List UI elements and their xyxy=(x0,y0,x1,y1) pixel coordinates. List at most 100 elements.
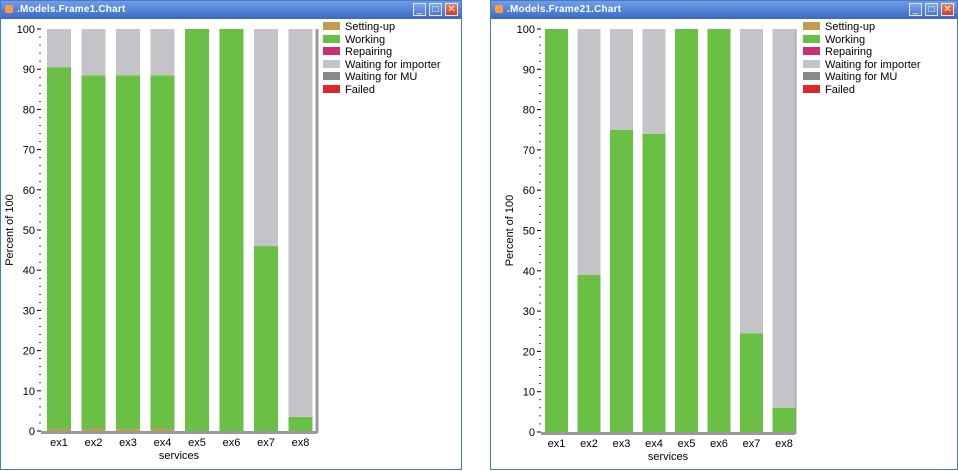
legend-label: Waiting for importer xyxy=(825,58,921,71)
legend-item: Working xyxy=(803,34,921,47)
legend-swatch xyxy=(323,84,340,93)
legend-label: Waiting for MU xyxy=(825,71,898,83)
legend-label: Waiting for importer xyxy=(345,58,441,71)
x-tick-label: ex3 xyxy=(119,437,137,449)
bar-segment-waiting-for-importer-ex8 xyxy=(288,29,313,417)
stacked-bar-chart: ex1 ex2 ex3 ex4 ex5 ex6 ex7 ex8 0 10 20 30 40 50 60 70 8… xyxy=(4,24,319,462)
maximize-icon[interactable]: □ xyxy=(925,3,938,16)
legend-swatch xyxy=(323,59,340,68)
bar-segment-waiting-for-importer-ex1 xyxy=(47,29,71,68)
bar-segment-setting-up-ex2 xyxy=(81,428,106,431)
bar-segment-working-ex5 xyxy=(675,29,698,432)
y-tick-label: 100 xyxy=(517,24,535,36)
title-bar[interactable]: .Models.Frame1.Chart _ □ ✕ xyxy=(1,1,461,19)
bar-segment-working-ex1 xyxy=(47,67,71,429)
y-tick-label: 100 xyxy=(17,24,35,36)
bar-segment-setting-up-ex3 xyxy=(116,428,140,431)
legend-label: Setting-up xyxy=(345,21,396,33)
y-tick-label: 50 xyxy=(523,226,535,238)
stacked-bar-chart: ex1 ex2 ex3 ex4 ex5 ex6 ex7 ex8 0 10 20 30 40 50 60 70 8… xyxy=(504,24,797,463)
legend-label: Working xyxy=(345,33,386,46)
x-tick-label: ex8 xyxy=(775,438,793,450)
y-axis-label: Percent of 100 xyxy=(4,194,16,266)
x-tick-label: ex5 xyxy=(188,437,206,449)
bar-segment-working-ex7 xyxy=(254,246,278,431)
x-tick-label: ex1 xyxy=(548,438,566,450)
x-axis-label: services xyxy=(648,451,689,463)
y-tick-label: 80 xyxy=(523,105,535,117)
legend-label: Repairing xyxy=(825,46,873,58)
y-tick-label: 40 xyxy=(23,265,35,277)
bar-segment-working-ex6 xyxy=(219,29,244,431)
bar-segment-setting-up-ex4 xyxy=(150,428,175,431)
bar-segment-setting-up-ex1 xyxy=(47,428,71,431)
close-icon[interactable]: ✕ xyxy=(445,3,458,16)
bar-segment-waiting-for-importer-ex3 xyxy=(610,29,633,130)
legend-swatch xyxy=(323,47,340,56)
y-axis-label: Percent of 100 xyxy=(504,195,516,267)
legend-label: Working xyxy=(825,33,866,46)
y-tick-label: 80 xyxy=(23,104,35,116)
bar-segment-working-ex7 xyxy=(740,333,763,432)
legend-swatch xyxy=(323,34,340,43)
legend-swatch xyxy=(803,72,820,81)
y-tick-label: 30 xyxy=(523,306,535,318)
bar-segment-working-ex4 xyxy=(150,75,175,429)
y-tick-label: 20 xyxy=(23,346,35,358)
legend-item: Setting-up xyxy=(323,21,441,34)
bar-segment-working-ex5 xyxy=(185,29,209,431)
legend-swatch xyxy=(803,22,820,31)
y-tick-label: 0 xyxy=(529,427,535,439)
x-tick-label: ex7 xyxy=(257,437,275,449)
bar-segment-working-ex2 xyxy=(577,274,601,432)
legend-swatch xyxy=(803,47,820,56)
y-tick-label: 90 xyxy=(23,64,35,76)
bar-segment-waiting-for-importer-ex7 xyxy=(254,29,278,247)
minimize-icon[interactable]: _ xyxy=(909,3,922,16)
bar-segment-waiting-for-importer-ex4 xyxy=(150,29,175,76)
y-tick-label: 30 xyxy=(23,305,35,317)
close-icon[interactable]: ✕ xyxy=(941,3,954,16)
chart-window-2: .Models.Frame21.Chart _ □ ✕ ex1 ex2 ex3 ex4… xyxy=(490,0,958,470)
minimize-icon[interactable]: _ xyxy=(413,3,426,16)
x-axis-label: services xyxy=(159,450,200,462)
legend-item: Waiting for MU xyxy=(803,71,921,84)
y-tick-label: 40 xyxy=(523,266,535,278)
legend-label: Setting-up xyxy=(825,21,876,33)
y-tick-label: 70 xyxy=(523,145,535,157)
y-tick-label: 20 xyxy=(523,346,535,358)
chart-window-1: .Models.Frame1.Chart _ □ ✕ ex1 ex2 ex3 ex4 e… xyxy=(0,0,462,470)
app-icon xyxy=(495,5,503,13)
title-bar[interactable]: .Models.Frame21.Chart _ □ ✕ xyxy=(491,1,957,19)
window-title: .Models.Frame21.Chart xyxy=(507,4,622,15)
x-tick-label: ex7 xyxy=(743,438,761,450)
legend-item: Waiting for importer xyxy=(803,59,921,72)
legend-swatch xyxy=(803,59,820,68)
chart-legend: Setting-up Working Repairing Waiting for im… xyxy=(803,21,921,96)
legend-item: Waiting for importer xyxy=(323,59,441,72)
legend-label: Failed xyxy=(825,83,855,96)
bar-segment-waiting-for-importer-ex3 xyxy=(116,29,140,76)
bar-segment-working-ex1 xyxy=(545,29,568,432)
legend-item: Failed xyxy=(803,84,921,97)
legend-swatch xyxy=(803,34,820,43)
legend-item: Setting-up xyxy=(803,21,921,34)
bar-segment-working-ex2 xyxy=(81,75,106,429)
y-tick-label: 60 xyxy=(23,185,35,197)
x-tick-label: ex2 xyxy=(85,437,103,449)
legend-swatch xyxy=(323,72,340,81)
x-tick-label: ex6 xyxy=(710,438,728,450)
bar-segment-working-ex8 xyxy=(288,416,313,431)
legend-label: Failed xyxy=(345,83,375,96)
x-tick-label: ex2 xyxy=(580,438,598,450)
bar-segment-working-ex8 xyxy=(772,407,796,432)
bar-segment-working-ex3 xyxy=(116,75,140,429)
y-tick-label: 10 xyxy=(23,386,35,398)
legend-label: Repairing xyxy=(345,46,393,58)
legend-swatch xyxy=(323,22,340,31)
bar-segment-working-ex3 xyxy=(610,129,633,432)
maximize-icon[interactable]: □ xyxy=(429,3,442,16)
bar-segment-working-ex6 xyxy=(707,29,731,432)
y-tick-label: 70 xyxy=(23,145,35,157)
y-tick-label: 0 xyxy=(29,426,35,438)
